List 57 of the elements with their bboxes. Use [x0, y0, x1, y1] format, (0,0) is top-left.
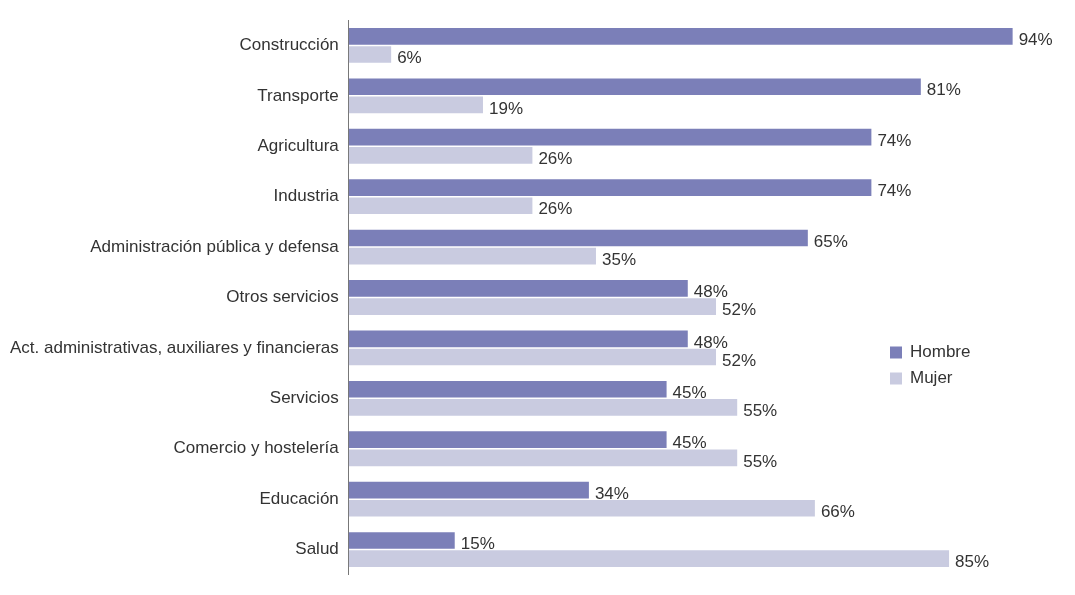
bar	[348, 27, 1013, 45]
y-tick-label: Salud	[295, 539, 339, 559]
bar	[348, 179, 872, 196]
data-label: 94%	[1018, 30, 1053, 50]
y-tick-label: Act. administrativas, auxiliares y financieras	[10, 337, 339, 357]
data-label: 19%	[488, 98, 523, 118]
bar	[348, 298, 717, 315]
data-label: 15%	[460, 534, 495, 554]
bar	[348, 229, 808, 247]
data-label: 26%	[538, 199, 573, 219]
bar	[348, 330, 688, 348]
data-label: 55%	[743, 401, 778, 421]
data-label: 81%	[926, 80, 961, 100]
data-label: 48%	[693, 282, 728, 302]
bar	[348, 197, 533, 215]
bar	[348, 96, 483, 114]
y-tick-label: Comercio y hostelería	[173, 438, 340, 458]
bar	[348, 550, 950, 568]
data-label: 74%	[877, 181, 912, 201]
data-label: 52%	[722, 300, 757, 320]
bar	[348, 46, 392, 63]
y-tick-label: Servicios	[269, 388, 339, 408]
bar	[348, 78, 921, 96]
y-tick-label: Agricultura	[257, 135, 340, 155]
data-label: 45%	[672, 382, 707, 402]
y-tick-label: Industria	[273, 186, 340, 206]
y-tick-label: Administración pública y defensa	[90, 236, 340, 256]
data-label: 66%	[820, 501, 855, 521]
data-label: 85%	[955, 552, 990, 572]
y-tick-label: Otros servicios	[226, 287, 339, 307]
bar	[348, 399, 738, 416]
y-tick-label: Construcción	[239, 35, 339, 55]
bar	[348, 128, 872, 146]
bar	[348, 280, 688, 297]
bar	[348, 380, 667, 398]
bar	[348, 481, 589, 499]
bar	[348, 247, 596, 265]
bar	[348, 449, 738, 467]
data-label: 45%	[672, 433, 707, 453]
data-label: 65%	[813, 231, 848, 251]
bar	[348, 348, 717, 366]
data-label: 74%	[877, 130, 912, 150]
bar	[348, 431, 667, 449]
data-label: 26%	[538, 149, 573, 169]
bar	[348, 499, 815, 517]
y-tick-label: Educación	[259, 488, 339, 508]
legend-label: Mujer	[910, 368, 953, 388]
legend-label: Hombre	[910, 342, 971, 362]
bar	[348, 532, 455, 549]
bar	[348, 146, 533, 164]
data-label: 34%	[594, 483, 629, 503]
data-label: 48%	[693, 332, 728, 352]
data-label: 6%	[397, 48, 422, 68]
data-label: 55%	[743, 451, 778, 471]
data-label: 52%	[722, 350, 757, 370]
y-tick-label: Transporte	[257, 85, 339, 105]
data-label: 35%	[601, 249, 636, 269]
